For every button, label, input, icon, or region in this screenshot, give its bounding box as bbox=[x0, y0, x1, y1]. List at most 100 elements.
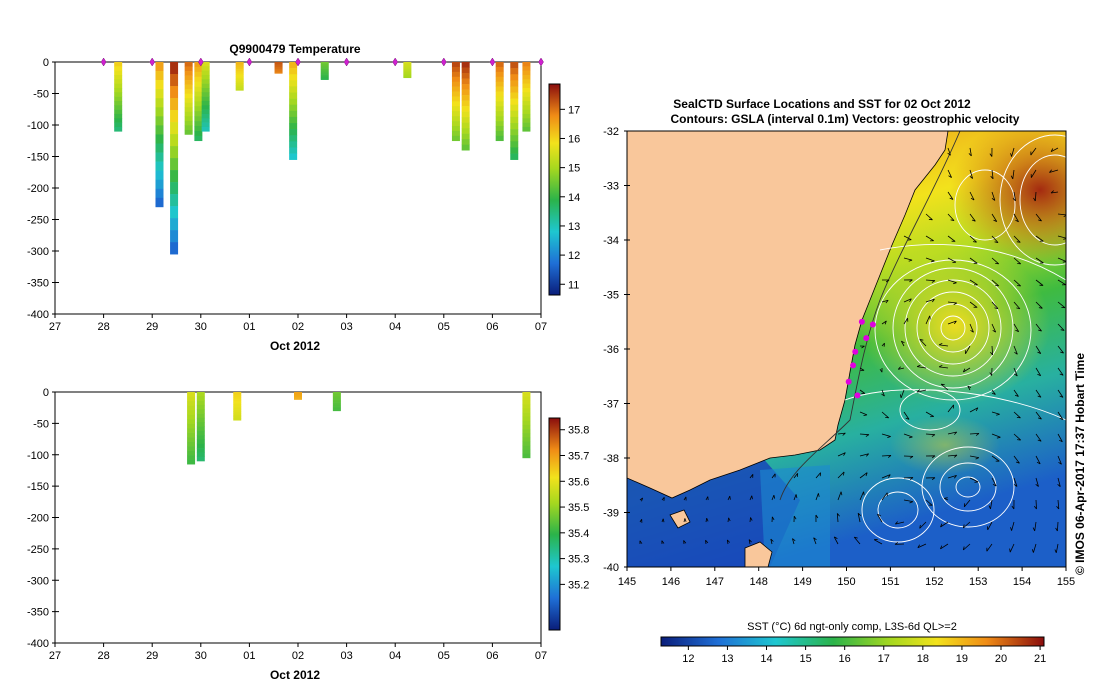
temperature-panel: Q9900479 Temperature 0 -50 -100 -150 -200 -25… bbox=[27, 42, 580, 353]
profile-cell bbox=[194, 121, 203, 127]
profile-cell bbox=[522, 87, 531, 93]
y-tick-label: -350 bbox=[27, 278, 49, 290]
profile-cell bbox=[194, 125, 203, 132]
velocity-vector bbox=[1011, 499, 1015, 510]
profile-cell bbox=[184, 120, 193, 126]
velocity-vector bbox=[989, 367, 993, 376]
profile-cell bbox=[289, 116, 298, 124]
colorbar-tick-label: 17 bbox=[568, 104, 580, 116]
profile-cell bbox=[274, 70, 283, 72]
profile-cell bbox=[294, 395, 302, 397]
velocity-vector bbox=[1010, 169, 1015, 180]
land-tasmania bbox=[744, 541, 773, 567]
velocity-vector bbox=[1035, 411, 1042, 420]
velocity-vector bbox=[1013, 279, 1021, 287]
velocity-vector bbox=[815, 514, 819, 523]
velocity-vector bbox=[1013, 235, 1021, 243]
x-tick-label: 28 bbox=[97, 321, 109, 333]
profile-cell bbox=[320, 76, 329, 78]
velocity-vector bbox=[925, 213, 933, 221]
profile-cell bbox=[274, 65, 283, 67]
profile-column bbox=[187, 392, 196, 465]
profile-cell bbox=[194, 135, 203, 142]
profile-column bbox=[201, 62, 210, 132]
warm-ne-patch bbox=[950, 131, 1066, 265]
surface-markers bbox=[100, 57, 544, 67]
profile-cell bbox=[114, 126, 123, 132]
velocity-vector bbox=[881, 389, 885, 397]
velocity-vector bbox=[969, 433, 980, 436]
profile-cell bbox=[184, 129, 193, 135]
profile-column bbox=[233, 392, 242, 421]
profile-cell bbox=[332, 393, 341, 395]
velocity-vector bbox=[836, 513, 840, 523]
profile-cell bbox=[194, 111, 203, 117]
profile-cell bbox=[184, 111, 193, 117]
profile-cell bbox=[233, 397, 242, 400]
x-tick-label: 30 bbox=[195, 321, 207, 333]
profile-cell bbox=[451, 86, 460, 92]
profile-cell bbox=[451, 121, 460, 127]
profile-cell bbox=[403, 69, 412, 72]
profile-cell bbox=[461, 84, 470, 90]
velocity-vector bbox=[1013, 301, 1021, 310]
x-tick-label: 30 bbox=[195, 650, 207, 662]
profile-cell bbox=[114, 122, 123, 128]
profile-cell bbox=[403, 76, 412, 79]
profile-cell bbox=[235, 67, 244, 70]
profile-cell bbox=[196, 456, 205, 462]
velocity-vector bbox=[925, 499, 933, 506]
velocity-vector bbox=[962, 367, 971, 373]
velocity-vector bbox=[705, 517, 709, 523]
velocity-vector bbox=[1057, 301, 1066, 309]
profile-cell bbox=[522, 105, 531, 110]
profile-cell bbox=[170, 98, 179, 111]
profile-cell bbox=[184, 62, 193, 67]
profile-cell bbox=[495, 116, 504, 122]
velocity-vector bbox=[1035, 389, 1042, 398]
profile-column bbox=[184, 62, 193, 135]
profile-cell bbox=[201, 96, 210, 102]
profile-cell bbox=[235, 72, 244, 75]
velocity-vector bbox=[879, 368, 883, 373]
warm-eddy-patch bbox=[860, 245, 1050, 405]
map-y-ticks: -32 -33 -34 -35 -36 -37 -38 -39 -40 bbox=[603, 126, 630, 574]
profile-cell bbox=[510, 153, 519, 160]
colorbar-tick-label: 35.5 bbox=[568, 502, 589, 514]
profile-cell bbox=[194, 86, 203, 92]
x-tick-label: 02 bbox=[292, 321, 304, 333]
velocity-vector bbox=[639, 540, 643, 545]
profile-cell bbox=[233, 395, 242, 398]
velocity-vector bbox=[1035, 257, 1044, 264]
profile-cell bbox=[510, 116, 519, 124]
profile-cell bbox=[294, 397, 302, 399]
shelf-isobath bbox=[779, 131, 961, 501]
velocity-vector bbox=[639, 518, 643, 523]
profile-cell bbox=[522, 433, 531, 438]
profile-cell bbox=[274, 64, 283, 66]
profile-cell bbox=[235, 74, 244, 77]
profile-cell bbox=[155, 188, 164, 199]
profile-column bbox=[235, 62, 244, 91]
y-tick-label: 0 bbox=[43, 387, 49, 399]
velocity-vector bbox=[881, 320, 887, 325]
velocity-vector bbox=[991, 301, 999, 310]
profile-cell bbox=[289, 129, 298, 136]
x-tick-label: 03 bbox=[340, 321, 352, 333]
profile-cell bbox=[187, 450, 196, 456]
profile-cell bbox=[274, 68, 283, 70]
profile-cell bbox=[155, 89, 164, 99]
velocity-vector bbox=[1035, 345, 1042, 354]
profile-cell bbox=[294, 396, 302, 398]
profile-cell bbox=[451, 62, 460, 68]
velocity-vector bbox=[857, 512, 861, 523]
profile-cell bbox=[274, 71, 283, 73]
velocity-vector bbox=[1013, 389, 1019, 397]
sst-colorbar-tick-label: 17 bbox=[878, 653, 890, 665]
profile-cell bbox=[170, 206, 179, 219]
profile-cell bbox=[155, 116, 164, 126]
profile-cell bbox=[403, 71, 412, 74]
profile-cell bbox=[510, 98, 519, 106]
profile-cell bbox=[451, 125, 460, 132]
y-tick-label: -250 bbox=[27, 215, 49, 227]
